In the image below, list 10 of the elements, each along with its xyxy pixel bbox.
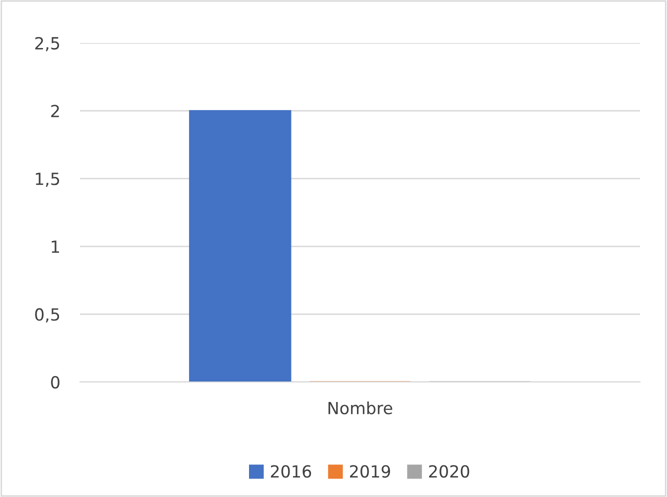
- x-tick-label: Nombre: [328, 401, 392, 414]
- legend-label: 2020: [429, 465, 470, 478]
- legend-label: 2019: [350, 465, 390, 478]
- y-tick-label: 2: [51, 104, 59, 118]
- y-tick-label: 0,5: [35, 308, 60, 322]
- y-tick-label: 1: [52, 240, 60, 253]
- y-tick-label: 2,5: [35, 36, 60, 52]
- y-tick-label: 0: [51, 376, 60, 389]
- legend-label: 2016: [270, 465, 312, 478]
- y-tick-label: 1,5: [36, 172, 60, 187]
